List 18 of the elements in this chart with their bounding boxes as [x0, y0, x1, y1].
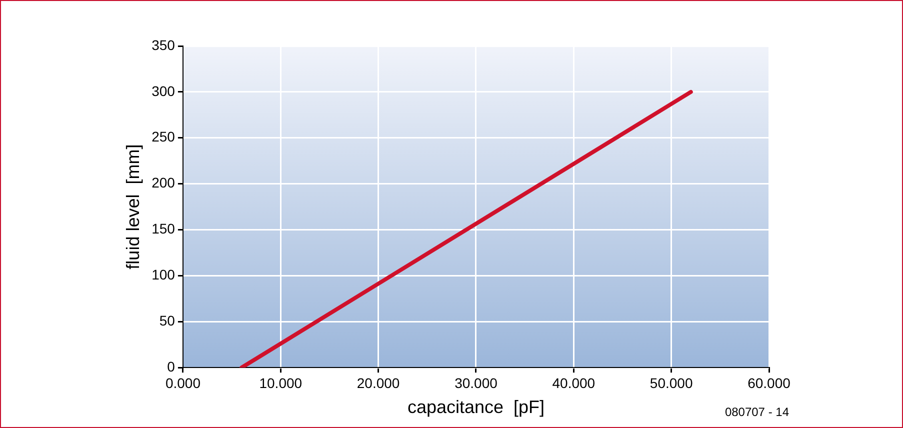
y-tick-label: 0 — [167, 358, 176, 374]
y-tick-label: 50 — [159, 312, 176, 329]
y-tick-label: 100 — [152, 266, 176, 283]
y-tick-label: 300 — [152, 82, 176, 99]
x-tick-label: 0.000 — [165, 374, 201, 391]
x-tick-label: 60.000 — [748, 374, 791, 391]
x-tick-label: 30.000 — [454, 374, 498, 391]
x-tick-label: 10.000 — [259, 374, 302, 391]
x-tick-label: 40.000 — [552, 374, 596, 391]
x-tick-label: 20.000 — [356, 374, 400, 391]
y-tick-label: 200 — [152, 174, 176, 191]
y-tick-label: 350 — [152, 36, 176, 53]
text: 080707 - 14 — [724, 405, 789, 419]
y-tick-label: 150 — [152, 220, 176, 237]
x-axis-title: capacitance [pF] — [407, 397, 545, 418]
y-axis-title: fluid level [mm] — [122, 144, 143, 270]
y-tick-label: 250 — [152, 128, 176, 145]
x-tick-label: 50.000 — [650, 374, 693, 391]
